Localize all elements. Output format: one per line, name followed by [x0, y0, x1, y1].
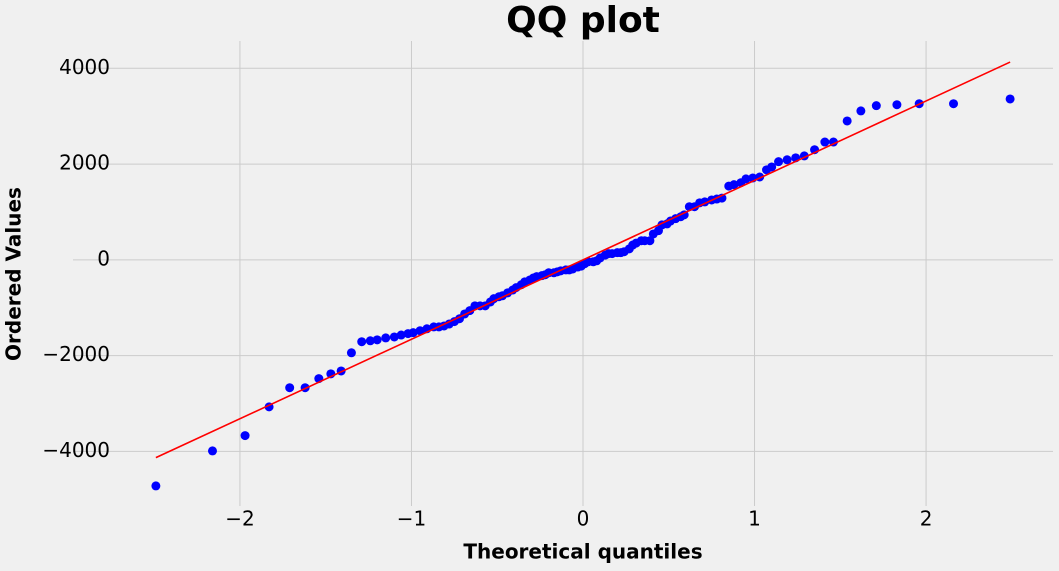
data-point: [408, 328, 418, 338]
x-tick-label: 1: [748, 507, 761, 531]
data-point: [820, 137, 830, 147]
data-point: [892, 100, 902, 110]
data-point: [842, 116, 852, 126]
x-tick-label: 2: [920, 507, 933, 531]
data-point: [365, 336, 375, 346]
data-point: [949, 99, 959, 109]
x-tick-label: −2: [225, 507, 254, 531]
chart-title: QQ plot: [506, 0, 660, 41]
data-point: [207, 446, 217, 456]
data-point: [782, 155, 792, 165]
data-point: [346, 348, 356, 358]
x-axis-label: Theoretical quantiles: [463, 540, 702, 564]
data-point: [357, 337, 367, 347]
y-axis-label: Ordered Values: [2, 187, 26, 361]
y-tick-label: 4000: [59, 55, 110, 79]
data-point: [741, 174, 751, 184]
data-point: [396, 330, 406, 340]
data-point: [645, 236, 655, 246]
data-point: [240, 431, 250, 441]
y-tick-label: 0: [97, 246, 110, 270]
x-tick-label: 0: [577, 507, 590, 531]
data-point: [729, 180, 739, 190]
data-point: [415, 326, 425, 336]
fit-line: [155, 61, 1011, 459]
data-point: [285, 383, 295, 393]
y-tick-label: −4000: [42, 438, 110, 462]
data-point: [381, 333, 391, 343]
data-point: [871, 101, 881, 111]
y-tick-label: 2000: [59, 151, 110, 175]
data-point: [372, 335, 382, 345]
y-tick-label: −2000: [42, 342, 110, 366]
x-tick-label: −1: [397, 507, 426, 531]
data-point: [389, 332, 399, 342]
data-point: [151, 481, 161, 491]
data-point: [1005, 94, 1015, 104]
data-point: [856, 106, 866, 116]
data-point: [774, 157, 784, 167]
data-point: [767, 162, 777, 172]
